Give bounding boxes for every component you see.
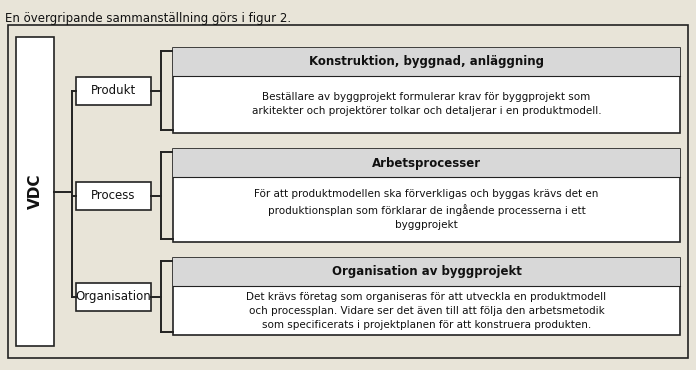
Text: Beställare av byggprojekt formulerar krav för byggprojekt som
arkitekter och pro: Beställare av byggprojekt formulerar kra… [252,92,601,117]
FancyBboxPatch shape [173,149,680,177]
FancyBboxPatch shape [173,258,680,286]
Text: Produkt: Produkt [91,84,136,97]
Text: Arbetsprocesser: Arbetsprocesser [372,157,481,169]
FancyBboxPatch shape [173,149,680,242]
FancyBboxPatch shape [173,258,680,335]
FancyBboxPatch shape [173,48,680,133]
FancyBboxPatch shape [8,25,688,358]
FancyBboxPatch shape [173,48,680,76]
Text: VDC: VDC [28,174,42,209]
Text: Organisation av byggprojekt: Organisation av byggprojekt [331,266,521,279]
Text: Konstruktion, byggnad, anläggning: Konstruktion, byggnad, anläggning [309,56,544,68]
FancyBboxPatch shape [76,182,151,209]
FancyBboxPatch shape [76,77,151,104]
Text: Process: Process [91,189,136,202]
Text: Organisation: Organisation [76,290,151,303]
FancyBboxPatch shape [76,283,151,310]
FancyBboxPatch shape [16,37,54,346]
Text: En övergripande sammanställning görs i figur 2.: En övergripande sammanställning görs i f… [5,12,291,25]
Text: Det krävs företag som organiseras för att utveckla en produktmodell
och processp: Det krävs företag som organiseras för at… [246,292,606,330]
Text: För att produktmodellen ska förverkligas och byggas krävs det en
produktionsplan: För att produktmodellen ska förverkligas… [254,189,599,230]
